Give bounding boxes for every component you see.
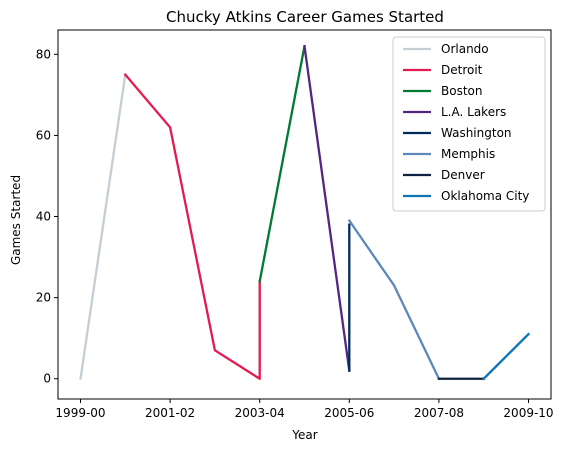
y-axis-label: Games Started	[9, 175, 23, 265]
y-tick-label-60: 60	[36, 128, 51, 142]
legend-box	[392, 36, 546, 212]
series-line-boston	[258, 44, 306, 283]
legend-label-detroit: Detroit	[441, 63, 483, 77]
series-line-l-a-lakers	[303, 44, 351, 372]
x-tick-label-2009-10: 2009-10	[503, 406, 553, 420]
x-tick-label-2001-02: 2001-02	[145, 406, 195, 420]
x-tick-label-2007-08: 2007-08	[414, 406, 464, 420]
chart-title: Chucky Atkins Career Games Started	[166, 8, 444, 26]
x-tick-label-2005-06: 2005-06	[324, 406, 374, 420]
series-line-detroit	[123, 72, 261, 380]
series-line-orlando	[79, 73, 127, 381]
legend-label-oklahoma-city: Oklahoma City	[441, 189, 529, 203]
y-tick-label-80: 80	[36, 47, 51, 61]
legend-label-washington: Washington	[441, 126, 512, 140]
x-tick-label-2003-04: 2003-04	[235, 406, 285, 420]
x-axis-label: Year	[291, 428, 317, 442]
legend-label-boston: Boston	[441, 84, 482, 98]
legend-label-orlando: Orlando	[441, 42, 489, 56]
y-tick-label-0: 0	[43, 372, 51, 386]
legend-label-memphis: Memphis	[441, 147, 495, 161]
y-tick-label-40: 40	[36, 210, 51, 224]
y-tick-label-20: 20	[36, 291, 51, 305]
plot-area: 0 20 40 60 80 1999-00 2001-02 2003-04 2005-06 200…	[36, 29, 554, 420]
series-line-oklahoma-city	[482, 332, 531, 381]
series-line-memphis	[347, 218, 441, 381]
legend: Orlando Detroit Boston L.A. Lakers Washingto…	[392, 36, 546, 212]
x-tick-label-1999-00: 1999-00	[55, 406, 105, 420]
legend-label-denver: Denver	[441, 168, 485, 182]
legend-label-l-a-lakers: L.A. Lakers	[441, 105, 506, 119]
plot-frame	[57, 29, 552, 400]
